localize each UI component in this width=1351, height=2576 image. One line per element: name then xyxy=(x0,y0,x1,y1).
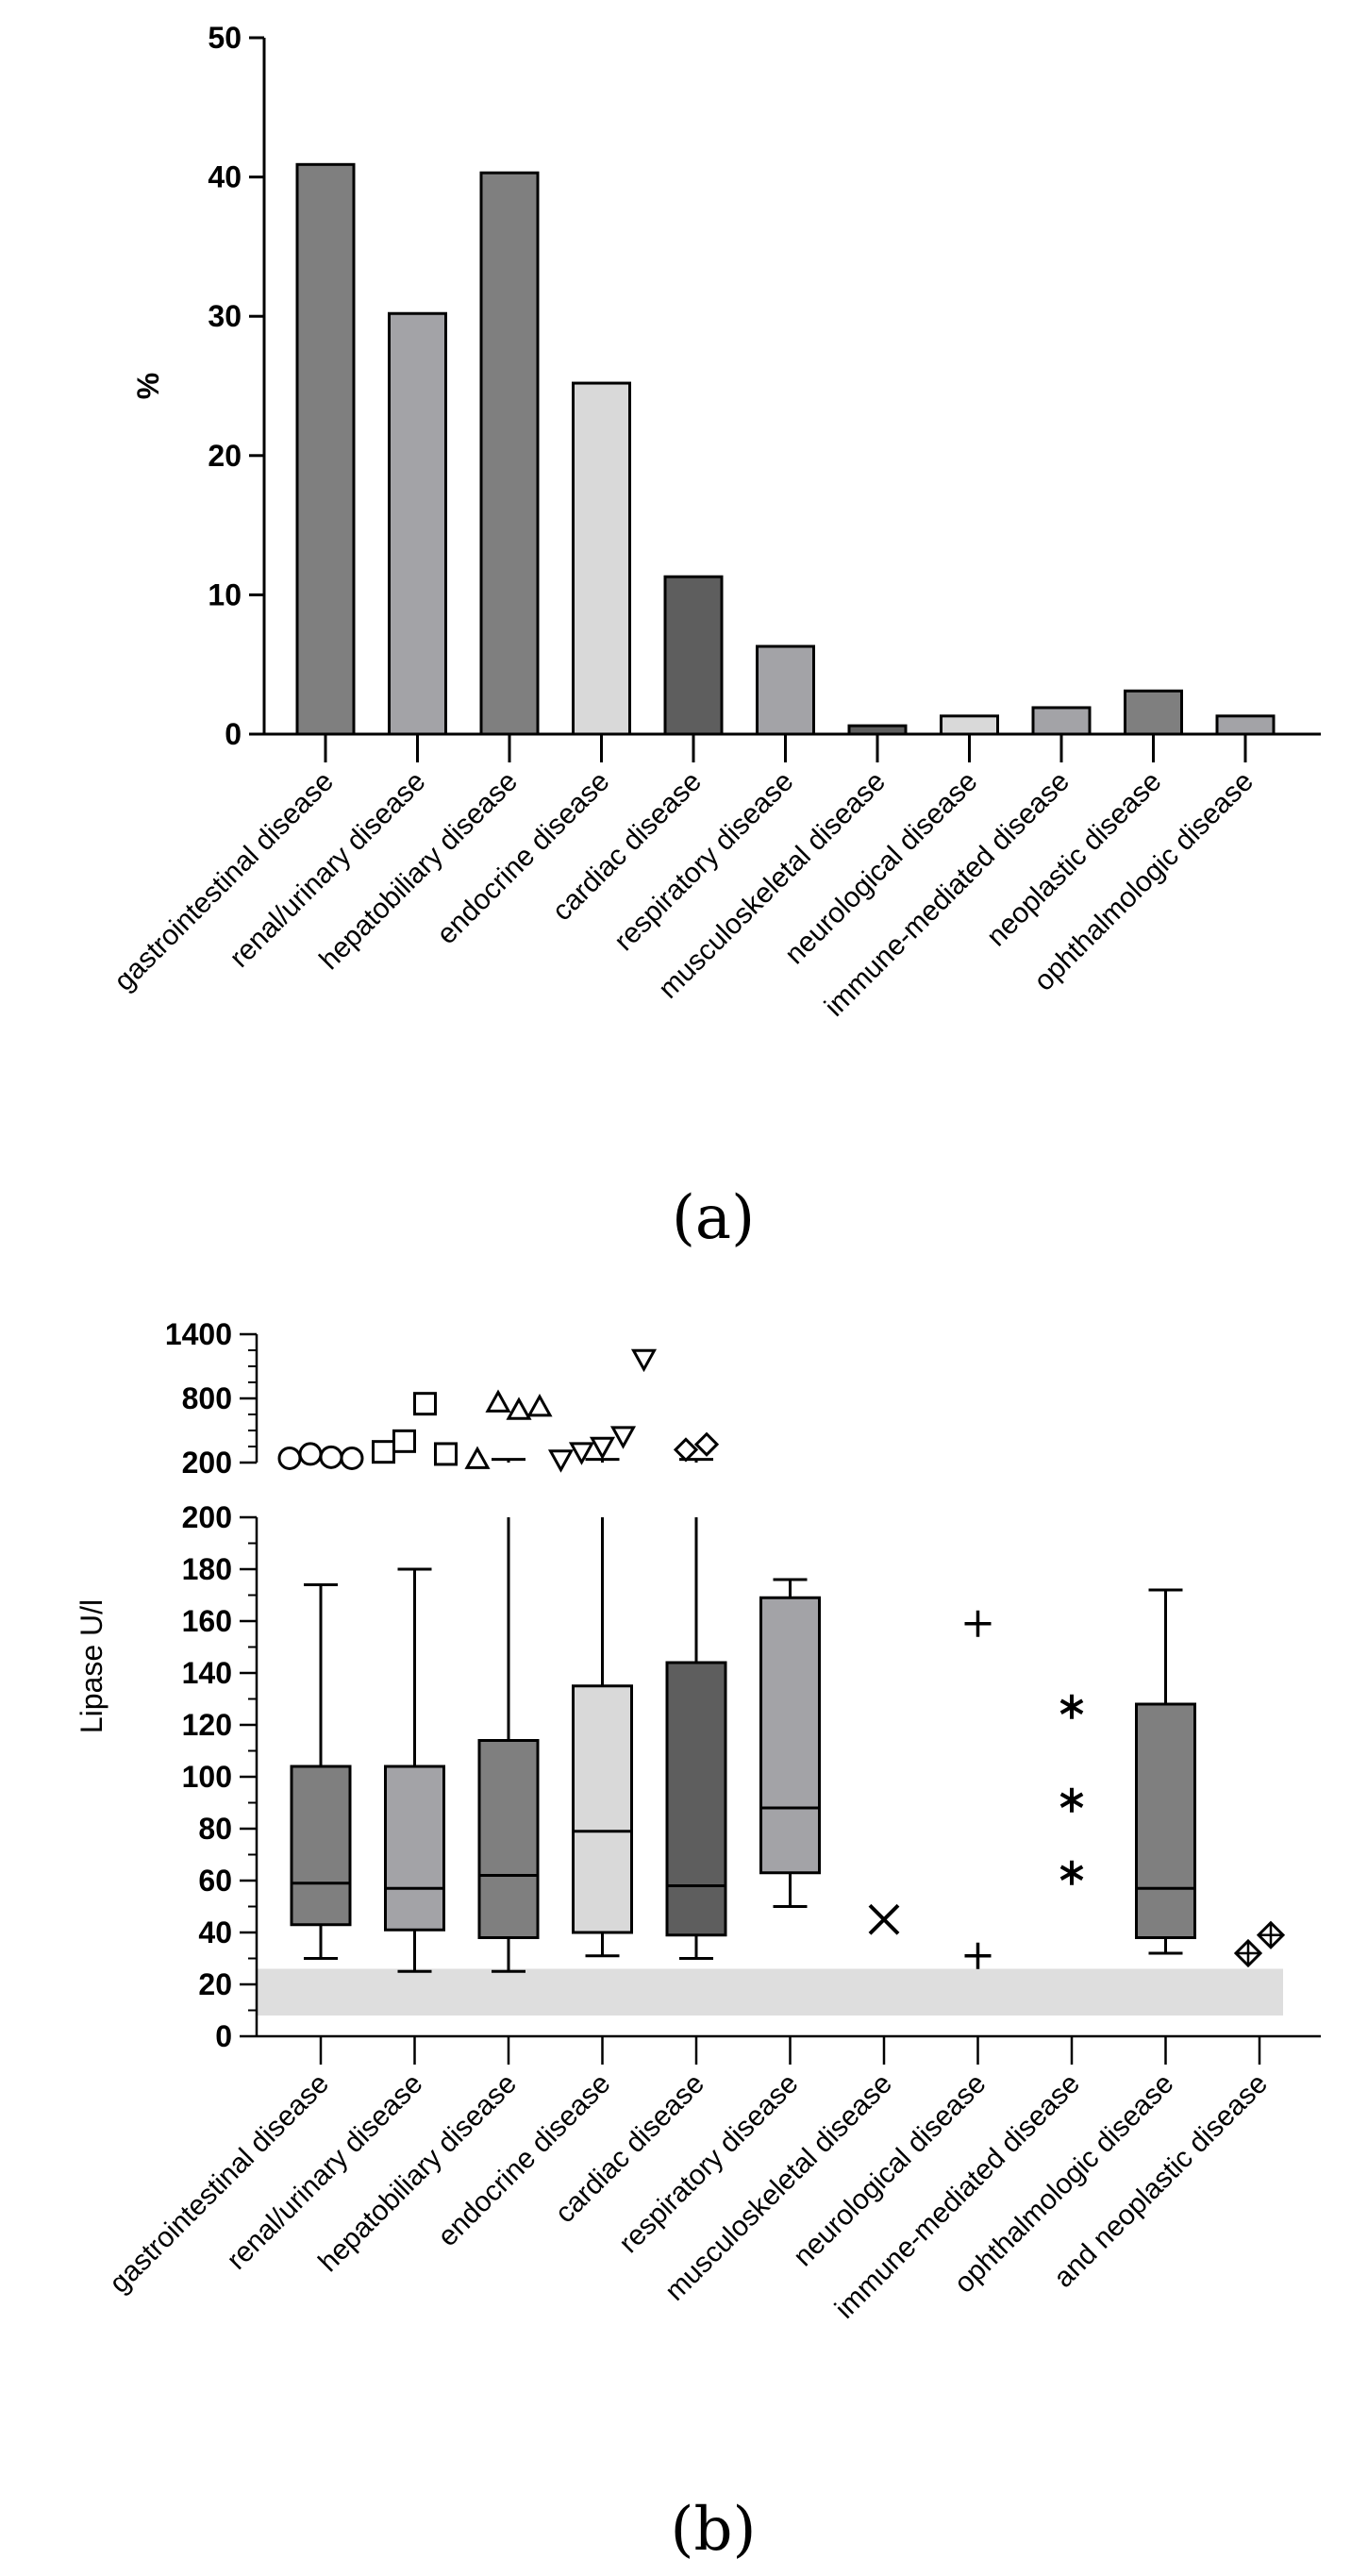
outlier-point xyxy=(609,1426,637,1449)
outlier-point xyxy=(319,1445,343,1469)
data-point xyxy=(868,1903,900,1935)
outlier-point xyxy=(526,1393,553,1417)
y-tick-label: 60 xyxy=(198,1864,232,1898)
outlier-point xyxy=(413,1392,437,1416)
outlier-point xyxy=(485,1389,511,1413)
y-tick-label: 40 xyxy=(198,1915,232,1949)
y-tick-label: 10 xyxy=(208,577,242,611)
bar-7 xyxy=(847,724,908,736)
bar-9 xyxy=(1031,706,1092,736)
bar-1 xyxy=(295,162,356,736)
data-point xyxy=(1236,1941,1260,1965)
box-2 xyxy=(384,1765,445,1932)
outlier-point xyxy=(568,1442,595,1465)
outlier-point xyxy=(630,1348,658,1373)
y-tick-label: 800 xyxy=(182,1381,232,1415)
x-category-label: endocrine disease xyxy=(431,766,616,951)
y-tick-label: 1400 xyxy=(165,1317,232,1351)
y-tick-label: 80 xyxy=(198,1812,232,1846)
x-category-label: respiratory disease xyxy=(613,2068,805,2260)
box-3 xyxy=(477,1739,540,1939)
y-tick-label: 120 xyxy=(182,1708,232,1742)
outlier-point xyxy=(506,1397,532,1420)
outlier-point xyxy=(589,1436,616,1461)
outlier-point xyxy=(392,1429,416,1453)
y-tick-label: 0 xyxy=(225,717,242,751)
bar-5 xyxy=(663,575,724,736)
outlier-point xyxy=(464,1446,491,1469)
outlier-point xyxy=(298,1442,323,1466)
box-10 xyxy=(1135,1702,1196,1939)
bar-6 xyxy=(756,644,815,736)
y-tick-label: 200 xyxy=(182,1500,232,1534)
data-point xyxy=(1059,1694,1084,1719)
x-category-label: respiratory disease xyxy=(609,766,800,958)
y-tick-label: 20 xyxy=(208,439,242,473)
reference-range-band xyxy=(257,1968,1283,2016)
panel-a-letter: (a) xyxy=(672,1183,755,1253)
y-tick-label: 180 xyxy=(182,1552,232,1586)
bar-10 xyxy=(1124,689,1183,736)
bar-11 xyxy=(1215,714,1276,736)
y-tick-label: 30 xyxy=(208,299,242,333)
x-category-label: neoplastic disease xyxy=(981,766,1168,953)
y-tick-label: 50 xyxy=(208,21,242,55)
data-point xyxy=(1059,1860,1084,1885)
data-point xyxy=(964,1610,992,1637)
panel-b-letter: (b) xyxy=(671,2495,757,2565)
data-point xyxy=(964,1942,992,1969)
panel-b-box-plot: 0 20 40 60 80 100 120 140 160 180 200 200 800 1400 Lip… xyxy=(75,1317,1321,2325)
outlier-point xyxy=(277,1446,302,1470)
box-4 xyxy=(572,1684,633,1934)
outlier-point xyxy=(693,1431,720,1457)
box-1 xyxy=(290,1765,352,1927)
x-category-label: endocrine disease xyxy=(432,2068,617,2253)
bar-4 xyxy=(572,381,631,736)
outlier-point xyxy=(547,1449,575,1473)
box-6 xyxy=(759,1596,821,1875)
y-tick-label: 160 xyxy=(182,1604,232,1638)
outlier-point xyxy=(372,1440,395,1464)
y-tick-label: 20 xyxy=(198,1967,232,2001)
y-axis-title: Lipase U/l xyxy=(75,1599,108,1733)
y-tick-label: 0 xyxy=(215,2019,232,2053)
y-tick-label: 40 xyxy=(208,160,242,194)
data-point xyxy=(1259,1922,1283,1948)
bar-3 xyxy=(479,171,540,736)
y-tick-label: 200 xyxy=(182,1446,232,1480)
outlier-point xyxy=(673,1437,699,1463)
y-axis-title: % xyxy=(131,373,165,399)
outlier-point xyxy=(434,1442,458,1466)
bar-2 xyxy=(388,311,447,736)
box-5 xyxy=(665,1661,727,1937)
bar-8 xyxy=(940,714,999,736)
data-point xyxy=(1059,1787,1084,1813)
y-tick-label: 100 xyxy=(182,1760,232,1794)
outlier-point xyxy=(340,1446,364,1470)
y-tick-label: 140 xyxy=(182,1656,232,1690)
